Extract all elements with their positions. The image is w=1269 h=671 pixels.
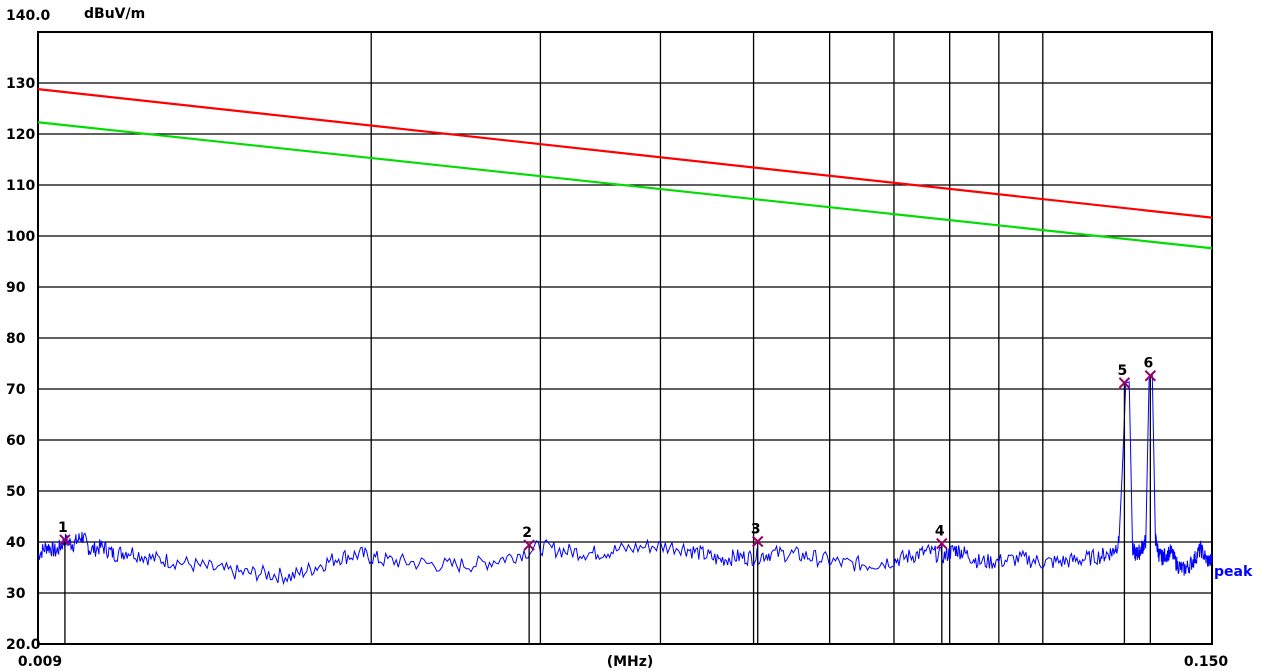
- y-axis-unit-label: dBuV/m: [84, 6, 145, 22]
- y-tick-label: 130: [6, 76, 35, 92]
- y-tick-label: 80: [6, 331, 26, 347]
- peak-trace-line: [37, 374, 1213, 586]
- marker-label: 4: [935, 524, 945, 540]
- y-tick-label: 140.0: [6, 8, 51, 24]
- marker-label: 6: [1143, 356, 1153, 372]
- limit-line: [37, 88, 1213, 219]
- marker-cross: [752, 535, 764, 548]
- y-tick-label: 70: [6, 382, 26, 398]
- x-tick-label: 0.009: [18, 654, 62, 670]
- markers: 1 2 3 4 5 6: [58, 356, 1157, 644]
- marker-cross: [523, 539, 535, 551]
- marker-label: 5: [1118, 363, 1128, 379]
- marker-cross: [1118, 377, 1131, 389]
- y-tick-label: 100: [6, 229, 35, 245]
- y-tick-label: 60: [6, 433, 26, 449]
- peak-trace: [37, 374, 1213, 586]
- y-tick-label: 110: [6, 178, 35, 194]
- y-tick-label: 20.0: [6, 637, 41, 653]
- y-tick-label: 120: [6, 127, 35, 143]
- marker-cross: [1144, 370, 1157, 382]
- y-tick-label: 50: [6, 484, 26, 500]
- marker-label: 1: [58, 520, 68, 536]
- y-tick-label: 30: [6, 586, 26, 602]
- marker-cross: [936, 537, 948, 550]
- grid: [38, 32, 1212, 644]
- marker-label: 3: [751, 521, 761, 537]
- limit-line: [37, 121, 1213, 250]
- tick-labels: 140.0 130 120 110 100 90 80 70 60 50 40 30 20.00.009…: [6, 8, 1228, 670]
- x-axis-unit-label: (MHz): [607, 654, 654, 670]
- y-tick-label: 40: [6, 535, 26, 551]
- x-tick-label: 0.150: [1184, 654, 1229, 670]
- y-tick-label: 90: [6, 280, 26, 296]
- marker-label: 2: [522, 525, 532, 541]
- trace-name-label: peak: [1214, 564, 1253, 580]
- limit-lines: [37, 88, 1213, 250]
- marker-cross: [59, 534, 71, 546]
